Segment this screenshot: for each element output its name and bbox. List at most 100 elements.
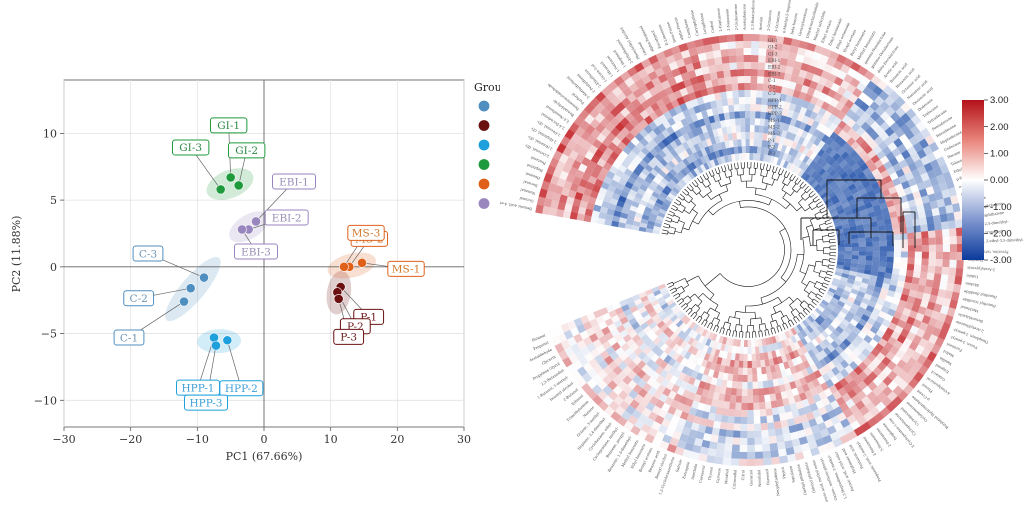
heatmap-cell	[866, 246, 873, 251]
dendrogram-branch	[817, 294, 822, 297]
heatmap-cell	[751, 48, 759, 55]
heatmap-cell	[845, 255, 852, 259]
dendrogram-branch	[708, 210, 713, 215]
dendrogram-branch	[827, 271, 833, 273]
dendrogram-branch	[768, 330, 769, 336]
dendrogram-branch	[683, 228, 689, 230]
heatmap-cell	[928, 259, 935, 267]
heatmap-cell	[743, 34, 751, 41]
heatmap-cell	[893, 257, 900, 263]
dendrogram-branch	[739, 332, 740, 338]
heatmap-cell	[955, 268, 963, 277]
dendrogram-branch	[726, 329, 727, 335]
heatmap-cell	[748, 347, 752, 354]
dendrogram-branch	[787, 180, 790, 186]
dendrogram-branch	[786, 204, 790, 209]
dendrogram-branch	[666, 217, 672, 219]
dendrogram-branch	[729, 323, 730, 329]
dendrogram-branch	[823, 241, 829, 242]
dendrogram-branch	[669, 211, 674, 214]
dendrogram-branch	[687, 187, 691, 191]
pca-y-tick-label: −5	[41, 328, 57, 341]
dendrogram-branch	[701, 312, 705, 317]
heatmap-cell	[886, 262, 894, 268]
dendrogram-branch	[796, 309, 800, 314]
dendrogram-branch	[783, 193, 787, 198]
heatmap-cell	[922, 245, 929, 252]
heatmap-cell	[879, 261, 887, 267]
heatmap-cell	[922, 252, 929, 259]
pca-legend-swatch	[479, 101, 490, 112]
heatmap-cell	[901, 245, 908, 251]
heatmap-cell	[736, 55, 744, 62]
dendrogram-branch	[790, 174, 793, 179]
metabolite-label: Decane	[947, 150, 961, 159]
heatmap-cell	[750, 139, 754, 146]
heatmap-cell	[859, 255, 866, 260]
heatmap-cell	[733, 430, 741, 437]
dendrogram-branch	[718, 181, 721, 187]
heatmap-cell	[742, 389, 748, 396]
heatmap-cell	[738, 361, 743, 368]
heatmap-cell	[744, 347, 748, 354]
dendrogram-branch	[821, 210, 826, 213]
heatmap-cell	[741, 132, 746, 139]
heatmap-cell	[740, 111, 746, 118]
dendrogram-branch	[807, 189, 811, 193]
heatmap-cell	[898, 221, 906, 228]
heatmap-cell	[729, 55, 737, 63]
sample-label: MS-3	[768, 132, 780, 137]
dendrogram-branch	[806, 225, 812, 227]
heatmap-cell	[739, 104, 745, 111]
heatmap-cell	[734, 416, 741, 423]
dendrogram-branch	[797, 180, 801, 185]
dendrogram-branch	[816, 239, 822, 240]
heatmap-cell	[714, 456, 723, 464]
heatmap-cell	[727, 41, 736, 49]
heatmap-cell	[750, 118, 755, 125]
heatmap-cell	[872, 236, 879, 242]
heatmap-cell	[852, 251, 859, 255]
heatmap-cell	[752, 368, 757, 375]
heatmap-cell	[908, 252, 915, 259]
heatmap-cell	[715, 450, 724, 458]
pca-x-axis-title: PC1 (67.66%)	[226, 450, 303, 463]
dendrogram-branch	[769, 165, 771, 171]
heatmap-cell	[934, 222, 942, 230]
heatmap-cell	[723, 451, 732, 459]
heatmap-cell	[866, 251, 873, 256]
heatmap-cell	[908, 245, 915, 252]
heatmap-cell	[746, 139, 750, 146]
heatmap-cell	[915, 252, 922, 259]
dendrogram-branch	[679, 301, 684, 305]
heatmap-cell	[755, 353, 760, 360]
metabolite-label: Skatole	[965, 281, 979, 287]
metabolite-label: Dimethyl disulfide	[964, 289, 997, 299]
heatmap-cell	[928, 266, 936, 274]
heatmap-cell	[745, 118, 750, 125]
dendrogram-branch	[797, 207, 802, 211]
heatmap-cell	[728, 105, 734, 113]
dendrogram-branch	[682, 191, 686, 195]
dendrogram-branch	[801, 192, 806, 197]
dendrogram-branch	[707, 194, 711, 199]
dendrogram-branch	[778, 168, 780, 174]
pca-point-label: C-2	[130, 293, 148, 305]
dendrogram-branch	[820, 288, 825, 291]
heatmap-cell	[948, 220, 956, 229]
dendrogram-branch	[689, 184, 693, 188]
heatmap-cell	[747, 354, 751, 361]
dendrogram-branch	[671, 221, 677, 223]
metabolite-label: Indole	[966, 273, 978, 278]
heatmap-cell	[773, 414, 781, 422]
sample-label: MS-2	[768, 125, 780, 130]
heatmap-cell	[720, 49, 729, 57]
heatmap-cell	[747, 438, 755, 445]
dendrogram-branch	[826, 274, 832, 276]
heatmap-cell	[845, 251, 852, 255]
dendrogram-branch	[759, 331, 760, 337]
row-dendrogram	[662, 162, 836, 338]
heatmap-cell	[753, 396, 759, 403]
dendrogram-branch	[755, 188, 756, 194]
heatmap-cell	[751, 354, 756, 361]
